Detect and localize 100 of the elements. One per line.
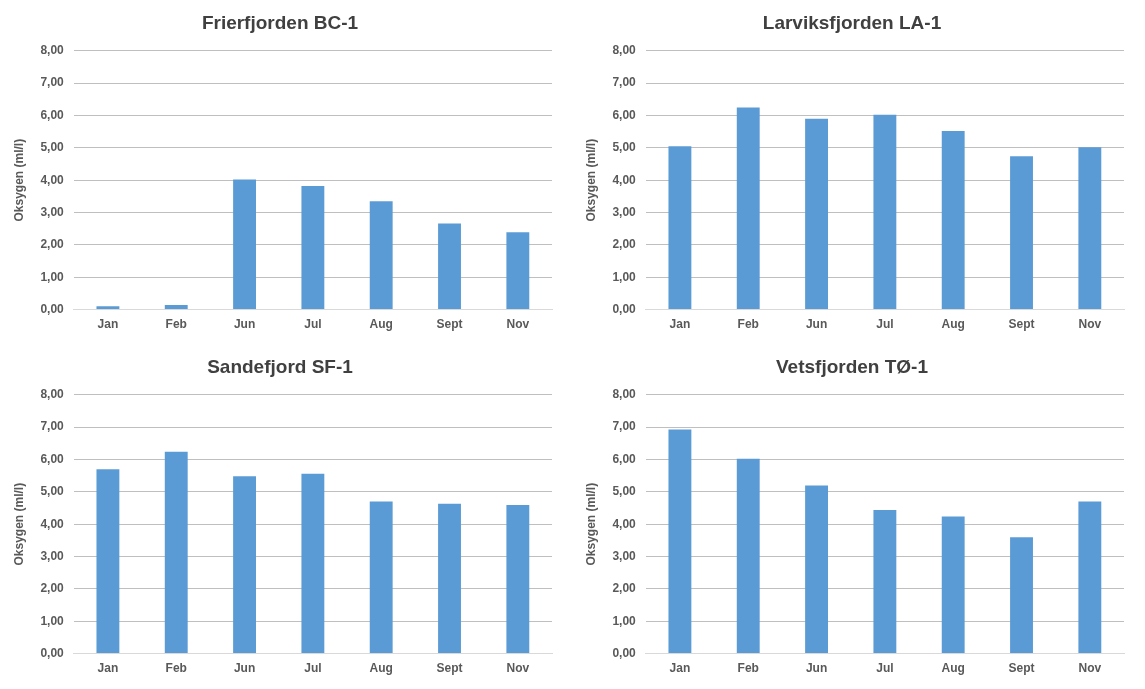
x-tick-label: Jun	[233, 661, 256, 676]
x-tick-label: Nov	[1078, 661, 1102, 676]
bar	[233, 476, 256, 654]
x-tick-label: Jan	[97, 317, 119, 332]
y-tick-label: 8,00	[612, 43, 637, 58]
bar	[506, 232, 530, 310]
x-tick-label: Feb	[165, 317, 187, 332]
y-tick-label: 4,00	[612, 516, 637, 531]
x-tick-label: Nov	[1078, 317, 1102, 332]
x-tick-label: Sept	[1008, 661, 1035, 676]
y-tick-label: 5,00	[612, 140, 637, 155]
y-tick-label: 6,00	[40, 451, 65, 466]
x-tick-label: Jan	[669, 317, 691, 332]
chart-title: Sandefjord SF-1	[207, 355, 354, 377]
y-tick-label: 5,00	[612, 484, 637, 499]
x-tick-label: Jul	[876, 317, 894, 332]
bar	[1010, 537, 1033, 654]
y-tick-label: 6,00	[612, 107, 637, 122]
chart-title: Larviksfjorden LA-1	[762, 11, 942, 33]
x-tick-label: Feb	[737, 317, 759, 332]
y-tick-label: 8,00	[612, 387, 637, 402]
x-tick-label: Jan	[669, 661, 691, 676]
y-tick-label: 6,00	[40, 107, 65, 122]
chart-title: Vetsfjorden TØ-1	[775, 355, 929, 377]
y-tick-label: 3,00	[612, 204, 637, 219]
y-tick-label: 1,00	[612, 269, 637, 284]
bar	[301, 473, 325, 654]
chart-title: Frierfjorden BC-1	[201, 11, 359, 33]
bar	[438, 503, 461, 654]
bar	[805, 485, 828, 654]
y-tick-label: 6,00	[612, 451, 637, 466]
y-axis-title: Oksygen (ml/l)	[583, 138, 598, 222]
y-tick-label: 0,00	[40, 301, 65, 316]
bar	[736, 107, 760, 310]
x-tick-label: Feb	[737, 661, 759, 676]
x-tick-label: Sept	[436, 661, 463, 676]
y-axis-title: Oksygen (ml/l)	[11, 482, 26, 566]
y-tick-label: 2,00	[612, 581, 637, 596]
y-tick-label: 0,00	[612, 645, 637, 660]
bar	[873, 509, 897, 654]
x-tick-label: Nov	[506, 661, 530, 676]
x-tick-label: Aug	[941, 661, 965, 676]
bar	[438, 223, 461, 310]
bar	[873, 114, 897, 310]
y-tick-label: 8,00	[40, 43, 65, 58]
bar	[1010, 156, 1033, 310]
y-tick-label: 1,00	[40, 269, 65, 284]
x-tick-label: Jul	[304, 317, 322, 332]
bar	[96, 469, 120, 654]
bar	[96, 306, 120, 310]
bar	[1078, 501, 1102, 654]
x-tick-label: Sept	[436, 317, 463, 332]
bar	[941, 131, 965, 310]
y-tick-label: 8,00	[40, 387, 65, 402]
y-tick-label: 3,00	[40, 204, 65, 219]
y-tick-label: 4,00	[40, 516, 65, 531]
x-tick-label: Sept	[1008, 317, 1035, 332]
bar	[805, 118, 828, 310]
y-tick-label: 3,00	[40, 548, 65, 563]
x-tick-label: Jul	[876, 661, 894, 676]
x-tick-label: Jul	[304, 661, 322, 676]
bar	[369, 501, 393, 654]
x-tick-label: Jun	[805, 661, 828, 676]
bar	[233, 179, 256, 310]
y-tick-label: 4,00	[612, 172, 637, 187]
x-tick-label: Jun	[805, 317, 828, 332]
bar	[164, 451, 188, 654]
y-tick-label: 7,00	[40, 75, 65, 90]
x-tick-label: Aug	[369, 661, 393, 676]
x-tick-label: Nov	[506, 317, 530, 332]
bar	[941, 516, 965, 654]
bar	[1078, 147, 1102, 310]
y-tick-label: 7,00	[612, 75, 637, 90]
x-tick-label: Jun	[233, 317, 256, 332]
y-tick-label: 2,00	[612, 237, 637, 252]
bar	[668, 146, 692, 310]
y-tick-label: 0,00	[612, 301, 637, 316]
y-tick-label: 5,00	[40, 484, 65, 499]
y-axis-title: Oksygen (ml/l)	[583, 482, 598, 566]
bar	[668, 429, 692, 654]
bar	[164, 305, 188, 310]
x-tick-label: Jan	[97, 661, 119, 676]
y-tick-label: 2,00	[40, 237, 65, 252]
bar	[369, 201, 393, 310]
y-tick-label: 7,00	[612, 419, 637, 434]
y-tick-label: 1,00	[40, 613, 65, 628]
y-tick-label: 0,00	[40, 645, 65, 660]
y-tick-label: 4,00	[40, 172, 65, 187]
y-tick-label: 1,00	[612, 613, 637, 628]
x-tick-label: Feb	[165, 661, 187, 676]
y-tick-label: 5,00	[40, 140, 65, 155]
y-tick-label: 2,00	[40, 581, 65, 596]
bar	[301, 186, 325, 310]
x-tick-label: Aug	[941, 317, 965, 332]
y-tick-label: 7,00	[40, 419, 65, 434]
bar	[506, 505, 530, 654]
x-tick-label: Aug	[369, 317, 393, 332]
y-tick-label: 3,00	[612, 548, 637, 563]
bar	[736, 458, 760, 654]
y-axis-title: Oksygen (ml/l)	[11, 138, 26, 222]
